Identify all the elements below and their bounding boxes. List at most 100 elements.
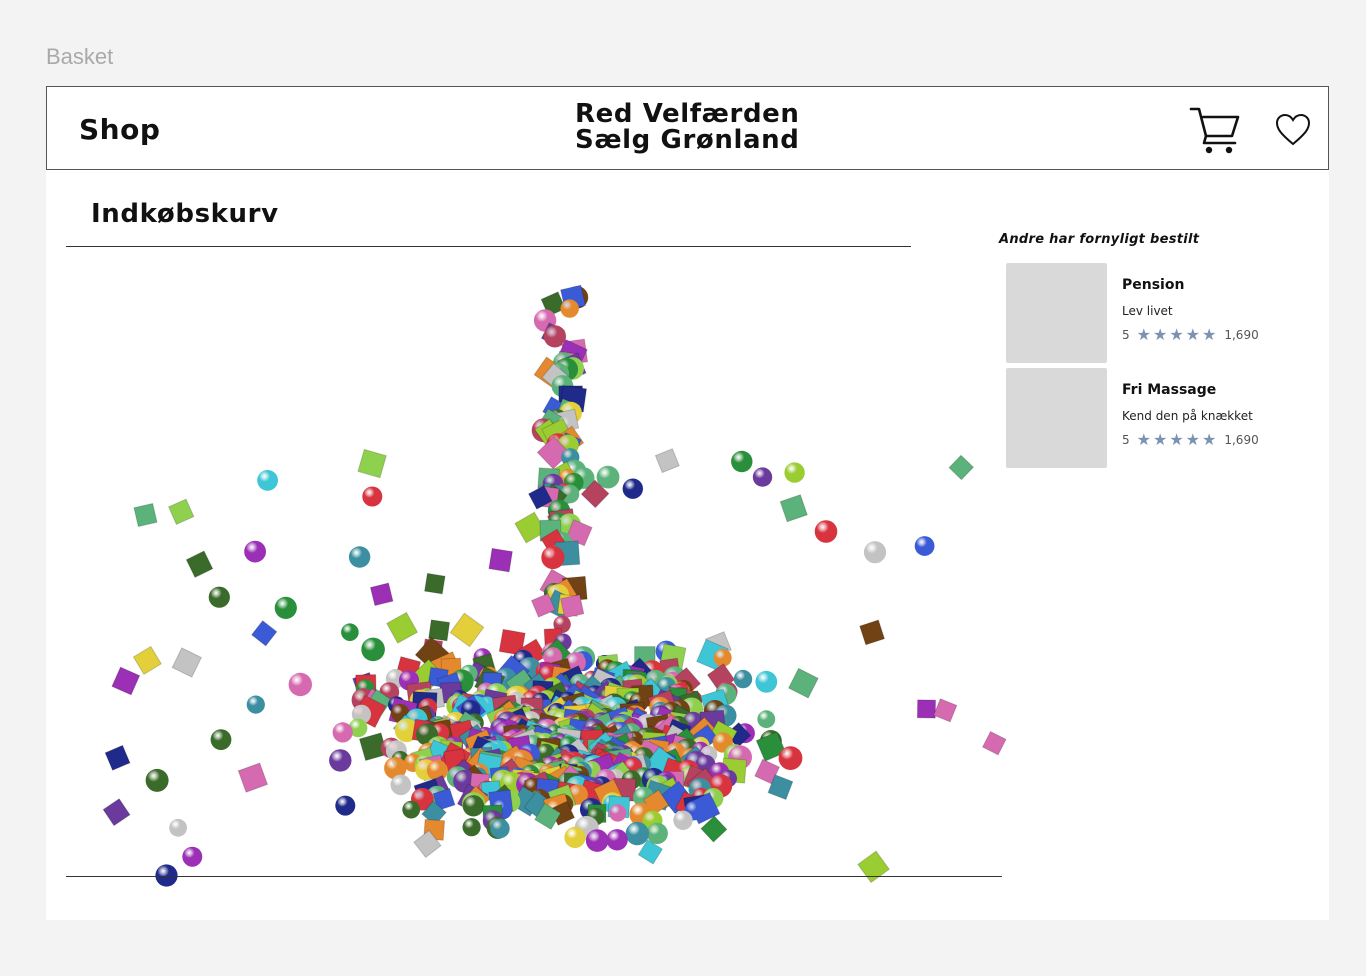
sphere-particle <box>625 821 649 846</box>
cube-particle <box>133 502 158 528</box>
cube-particle <box>111 666 141 696</box>
sphere-particle <box>543 325 566 348</box>
star-rating-icon: ★★★★★ <box>1136 430 1219 449</box>
sphere-particle <box>246 695 265 714</box>
cube-particle <box>185 550 214 579</box>
cube-particle <box>250 620 278 647</box>
cube-particle <box>779 494 808 523</box>
sphere-particle <box>541 545 565 570</box>
sphere-particle <box>914 536 935 556</box>
cube-particle <box>527 485 553 510</box>
product-thumbnail[interactable] <box>1006 263 1107 363</box>
cube-particle <box>498 628 526 656</box>
divider <box>66 246 911 247</box>
product-description: Lev livet <box>1122 304 1173 318</box>
product-thumbnail[interactable] <box>1006 368 1107 468</box>
cube-particle <box>933 698 958 723</box>
sphere-particle <box>390 774 412 796</box>
sphere-particle <box>560 484 580 504</box>
recommendation-card[interactable]: Fri Massage Kend den på knækket 5 ★★★★★ … <box>1006 368 1306 468</box>
sphere-particle <box>731 450 753 473</box>
cart-icon[interactable] <box>1189 105 1241 155</box>
sphere-particle <box>784 462 805 483</box>
cube-particle <box>449 612 485 648</box>
sphere-particle <box>394 718 419 743</box>
cube-particle <box>237 762 269 793</box>
cube-particle <box>357 448 387 479</box>
sphere-particle <box>244 540 266 563</box>
sphere-particle <box>402 800 421 819</box>
sphere-particle <box>622 478 643 499</box>
cube-particle <box>916 699 937 719</box>
sphere-particle <box>361 637 385 662</box>
sphere-particle <box>673 810 693 830</box>
site-header: Shop Red Velfærden Sælg Grønland <box>46 86 1329 170</box>
sphere-particle <box>335 795 356 816</box>
cube-particle <box>536 435 571 470</box>
star-rating-icon: ★★★★★ <box>1136 325 1219 344</box>
sphere-particle <box>585 829 609 852</box>
sphere-particle <box>341 623 359 641</box>
sphere-particle <box>752 467 773 487</box>
sphere-particle <box>713 648 732 667</box>
cube-particle <box>948 454 975 481</box>
sphere-particle <box>609 804 627 822</box>
cube-particle <box>787 667 819 699</box>
sphere-particle <box>332 722 353 743</box>
sphere-particle <box>155 864 178 887</box>
page: Shop Red Velfærden Sælg Grønland Indkøbs… <box>46 86 1329 920</box>
cube-particle <box>981 730 1007 756</box>
sphere-particle <box>426 760 448 781</box>
sphere-particle <box>606 829 628 851</box>
recommendation-card[interactable]: Pension Lev livet 5 ★★★★★ 1,690 <box>1006 263 1306 363</box>
page-title: Indkøbskurv <box>91 199 279 229</box>
sphere-particle <box>348 718 368 738</box>
sphere-particle <box>596 465 620 489</box>
sphere-particle <box>288 672 312 697</box>
sphere-particle <box>348 546 371 568</box>
sphere-particle <box>210 729 232 750</box>
cube-particle <box>424 572 446 595</box>
cube-particle <box>755 731 787 762</box>
sphere-particle <box>257 470 278 491</box>
sphere-particle <box>462 795 485 817</box>
shop-link[interactable]: Shop <box>79 113 161 146</box>
product-name[interactable]: Pension <box>1122 277 1185 293</box>
sphere-particle <box>362 486 383 507</box>
sphere-particle <box>462 818 481 837</box>
rating-count: 1,690 <box>1224 327 1259 342</box>
sphere-particle <box>274 596 297 619</box>
cube-particle <box>859 619 886 646</box>
cube-particle <box>369 582 394 607</box>
cube-particle <box>580 479 610 509</box>
brand-line-1: Red Velfærden <box>575 99 800 129</box>
rating-count: 1,690 <box>1224 432 1259 447</box>
basket-physics-canvas[interactable] <box>46 256 1026 920</box>
product-description: Kend den på knækket <box>1122 409 1253 423</box>
heart-icon[interactable] <box>1275 113 1311 147</box>
sphere-particle <box>814 520 838 543</box>
sphere-particle <box>208 586 230 608</box>
cube-particle <box>488 547 513 573</box>
cube-particle <box>167 498 195 526</box>
brand-line-2: Sælg Grønland <box>575 125 800 155</box>
cube-particle <box>413 829 442 859</box>
sphere-particle <box>145 768 169 792</box>
cube-particle <box>428 619 451 642</box>
cube-particle <box>560 594 585 619</box>
cube-particle <box>386 611 419 644</box>
product-rating: 5 ★★★★★ 1,690 <box>1122 430 1259 449</box>
brand-title[interactable]: Red Velfærden Sælg Grønland <box>575 101 800 153</box>
cube-particle <box>654 448 680 474</box>
cube-particle <box>530 592 556 618</box>
sphere-particle <box>733 669 753 689</box>
cube-particle <box>534 802 562 831</box>
cube-particle <box>767 774 794 801</box>
sidebar-title: Andre har fornyligt bestilt <box>999 232 1200 247</box>
cube-particle <box>171 647 203 678</box>
product-rating: 5 ★★★★★ 1,690 <box>1122 325 1259 344</box>
sphere-particle <box>863 541 887 564</box>
product-name[interactable]: Fri Massage <box>1122 382 1217 398</box>
sphere-particle <box>564 826 586 849</box>
cube-particle <box>432 787 456 811</box>
